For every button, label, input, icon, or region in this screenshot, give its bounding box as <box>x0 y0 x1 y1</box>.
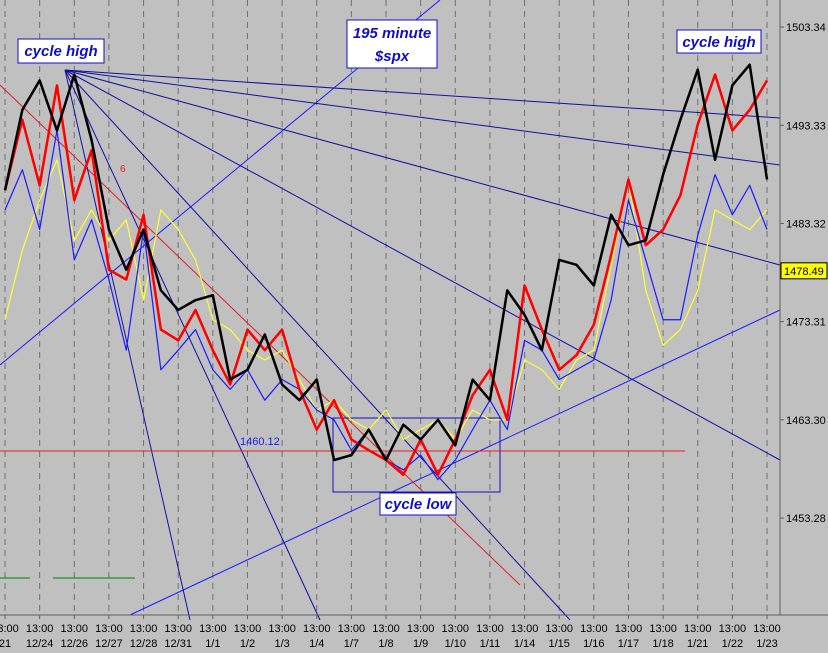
y-tick-label: 1493.33 <box>786 120 826 132</box>
y-tick-label: 1463.30 <box>786 415 826 427</box>
trend-line <box>129 309 781 616</box>
x-tick-label: 13:00 <box>338 623 366 635</box>
y-axis-panel <box>780 0 828 615</box>
x-date-label: 1/17 <box>618 638 639 650</box>
last-price-label: 1478.49 <box>784 266 824 278</box>
x-date-label: 1/1 <box>205 638 220 650</box>
fan-line <box>64 69 571 621</box>
y-tick-label: 1473.31 <box>786 317 826 329</box>
annotation: 195 minute <box>353 25 431 42</box>
y-tick-label: 1483.32 <box>786 218 826 230</box>
x-tick-label: 13:00 <box>476 623 504 635</box>
last-price-box <box>780 262 828 280</box>
x-date-label: 12/31 <box>164 638 192 650</box>
x-date-label: 1/11 <box>480 638 501 650</box>
x-tick-label: 13:00 <box>753 623 781 635</box>
x-tick-label: 13:00 <box>580 623 608 635</box>
x-date-label: 21 <box>0 638 11 650</box>
x-date-label: 1/14 <box>514 638 535 650</box>
note-box <box>676 29 762 54</box>
y-tick-label: 1453.28 <box>786 513 826 525</box>
annotation: 6 <box>120 164 126 175</box>
x-tick-label: 13:00 <box>0 623 19 635</box>
level-label: 1460.12 <box>240 436 280 448</box>
x-tick-label: 13:00 <box>61 623 89 635</box>
x-tick-label: 13:00 <box>199 623 227 635</box>
x-date-label: 12/27 <box>95 638 123 650</box>
annotation: cycle high <box>24 43 97 60</box>
annotation: cycle low <box>385 496 453 513</box>
x-date-label: 1/7 <box>344 638 359 650</box>
x-date-label: 1/16 <box>583 638 604 650</box>
x-date-label: 1/3 <box>274 638 289 650</box>
fan-line <box>64 69 321 621</box>
x-tick-label: 13:00 <box>130 623 158 635</box>
x-tick-label: 13:00 <box>234 623 262 635</box>
x-date-label: 1/2 <box>240 638 255 650</box>
note-box <box>346 19 438 69</box>
x-tick-label: 13:00 <box>545 623 573 635</box>
note-box <box>17 38 105 64</box>
x-tick-label: 13:00 <box>719 623 747 635</box>
y-tick-label: 1503.34 <box>786 22 826 34</box>
x-tick-label: 13:00 <box>649 623 677 635</box>
x-date-label: 1/22 <box>722 638 743 650</box>
x-date-label: 1/23 <box>756 638 777 650</box>
x-tick-label: 13:00 <box>442 623 470 635</box>
x-tick-label: 13:00 <box>95 623 123 635</box>
x-date-label: 1/9 <box>413 638 428 650</box>
x-tick-label: 13:00 <box>684 623 712 635</box>
plot: 1460.12 <box>0 63 769 481</box>
x-tick-label: 13:00 <box>303 623 331 635</box>
x-date-label: 1/8 <box>378 638 393 650</box>
x-tick-label: 13:00 <box>372 623 400 635</box>
x-tick-label: 13:00 <box>164 623 192 635</box>
axes: 13:00 21 13:00 12/24 13:00 12/26 13:00 12/27 13:… <box>0 22 828 650</box>
x-tick-label: 13:00 <box>268 623 296 635</box>
x-date-label: 1/15 <box>548 638 569 650</box>
x-date-label: 12/24 <box>26 638 54 650</box>
x-date-label: 1/21 <box>687 638 708 650</box>
x-date-label: 1/10 <box>445 638 466 650</box>
annotation: cycle high <box>682 34 755 51</box>
x-tick-label: 13:00 <box>511 623 539 635</box>
fan-line <box>64 69 781 461</box>
x-date-label: 1/18 <box>652 638 673 650</box>
x-tick-label: 13:00 <box>26 623 54 635</box>
annotation: $spx <box>374 48 410 65</box>
x-date-label: 12/28 <box>130 638 158 650</box>
note-box <box>379 492 457 516</box>
x-date-label: 12/26 <box>61 638 89 650</box>
x-date-label: 1/4 <box>309 638 324 650</box>
fan-line <box>64 69 781 166</box>
series-line <box>4 159 768 441</box>
x-tick-label: 13:00 <box>407 623 435 635</box>
fan-line <box>64 69 781 119</box>
series-line <box>3 63 769 462</box>
x-tick-label: 13:00 <box>615 623 643 635</box>
annotations: cycle high 195 minute $spx cycle high cy… <box>17 19 762 516</box>
